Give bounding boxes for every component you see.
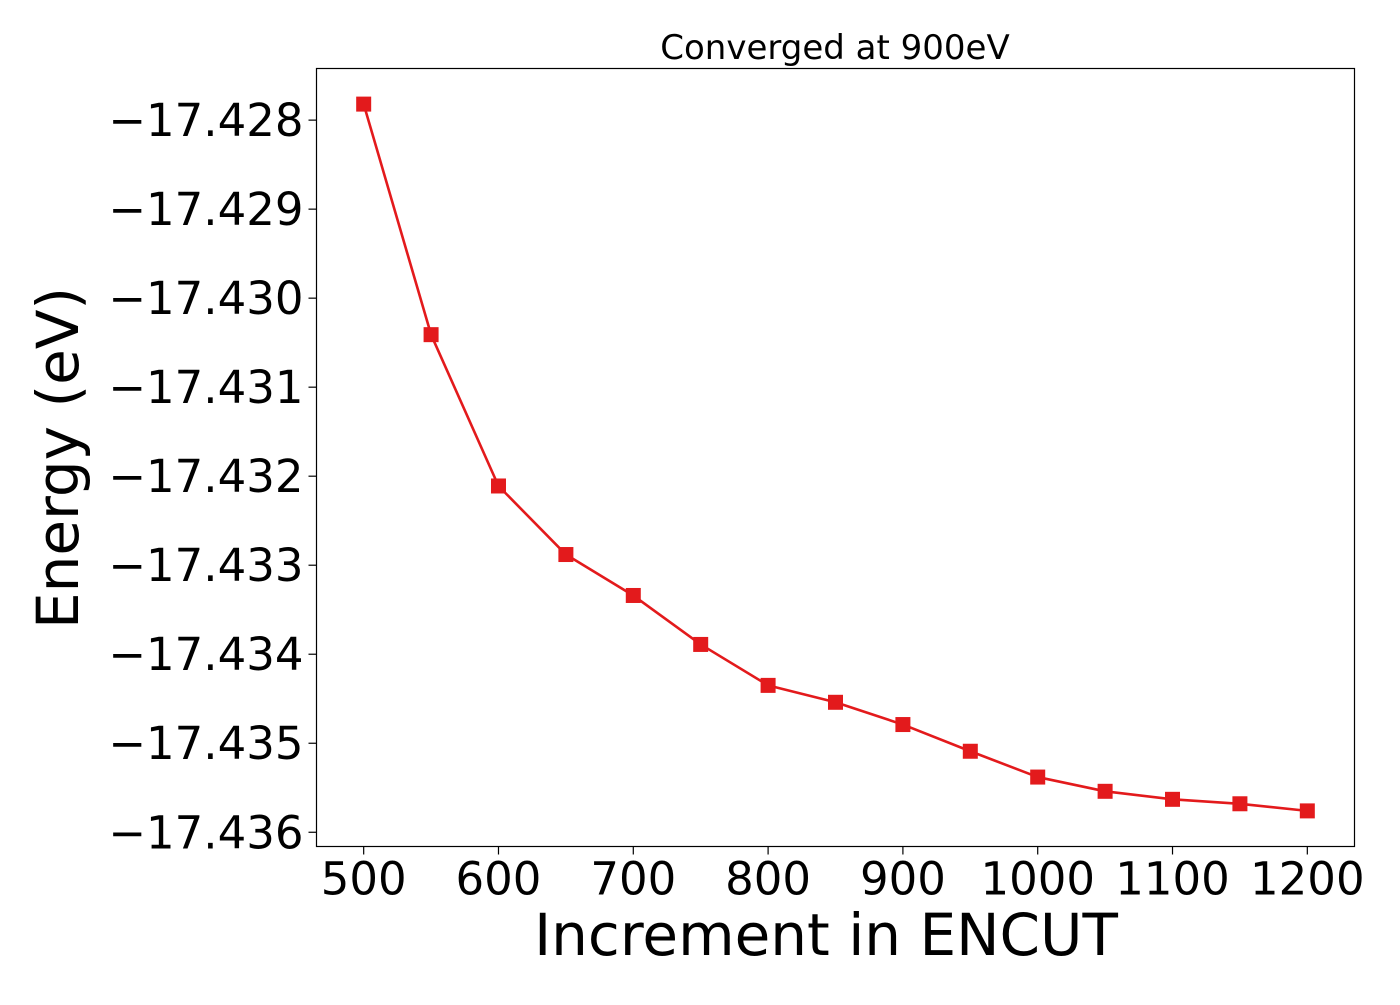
data-point-marker — [962, 743, 978, 759]
y-axis: −17.428 −17.429 −17.430 −17.431 −17.432 −17.4… — [108, 94, 317, 859]
chart-title: Converged at 900eV — [660, 28, 1009, 68]
data-point-marker — [490, 478, 506, 494]
x-tick-label: 1200 — [1250, 853, 1365, 906]
plot-frame — [315, 67, 1356, 848]
x-axis: 500 600 700 800 900 1000 1100 1200 — [321, 846, 1365, 906]
x-tick-label: 500 — [321, 853, 407, 906]
data-point-marker — [828, 694, 843, 710]
data-point-marker — [1299, 803, 1315, 819]
data-point-marker — [625, 587, 641, 603]
y-tick-label: −17.429 — [108, 183, 303, 236]
y-tick-label: −17.435 — [108, 717, 303, 770]
data-point-marker — [423, 327, 439, 343]
y-axis-label: Energy (eV) — [24, 287, 92, 629]
x-tick-label: 800 — [725, 853, 811, 906]
y-tick-label: −17.431 — [108, 361, 303, 414]
data-point-marker — [558, 547, 574, 563]
data-point-marker — [895, 717, 911, 733]
y-tick-label: −17.432 — [108, 450, 303, 503]
y-tick-label: −17.433 — [108, 539, 303, 592]
data-point-marker — [1097, 783, 1113, 799]
x-tick-label: 1000 — [980, 853, 1095, 906]
series-layer — [356, 96, 1315, 819]
x-tick-label: 700 — [590, 853, 676, 906]
y-tick-label: −17.436 — [108, 806, 303, 859]
y-tick-label: −17.434 — [108, 628, 303, 681]
data-point-marker — [760, 677, 776, 693]
x-axis-label: Increment in ENCUT — [534, 901, 1118, 969]
x-tick-label: 900 — [860, 853, 946, 906]
x-tick-label: 600 — [456, 853, 542, 906]
data-point-marker — [1165, 791, 1181, 807]
data-point-marker — [356, 96, 372, 112]
data-point-marker — [1030, 769, 1046, 785]
data-point-marker — [693, 636, 709, 652]
y-tick-label: −17.430 — [108, 272, 303, 325]
x-tick-label: 1100 — [1115, 853, 1230, 906]
y-tick-label: −17.428 — [108, 94, 303, 147]
data-point-marker — [1232, 796, 1248, 812]
